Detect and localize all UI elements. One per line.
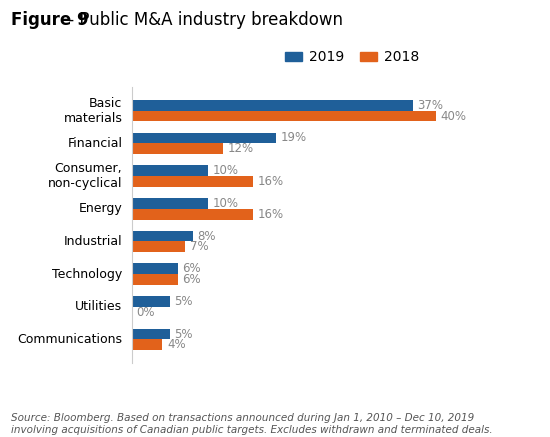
Bar: [132, 329, 170, 340]
Bar: [132, 296, 170, 307]
Text: 6%: 6%: [182, 262, 201, 275]
Legend: 2019, 2018: 2019, 2018: [279, 45, 425, 70]
Bar: [132, 274, 178, 285]
Text: 4%: 4%: [167, 338, 185, 351]
Text: 19%: 19%: [280, 132, 307, 145]
Bar: [132, 165, 208, 176]
Text: 7%: 7%: [190, 240, 208, 253]
Text: 8%: 8%: [197, 229, 216, 243]
Text: Figure 9: Figure 9: [11, 11, 89, 29]
Bar: [132, 176, 254, 187]
Text: 10%: 10%: [212, 197, 239, 210]
Text: 16%: 16%: [258, 208, 284, 221]
Text: 16%: 16%: [258, 175, 284, 188]
Text: 6%: 6%: [182, 273, 201, 286]
Text: 5%: 5%: [174, 295, 193, 308]
Bar: [132, 100, 413, 111]
Text: 12%: 12%: [228, 142, 254, 155]
Text: Source: Bloomberg. Based on transactions announced during Jan 1, 2010 – Dec 10, : Source: Bloomberg. Based on transactions…: [11, 413, 493, 435]
Bar: [132, 198, 208, 209]
Text: 5%: 5%: [174, 327, 193, 340]
Bar: [132, 241, 185, 252]
Bar: [132, 263, 178, 274]
Bar: [132, 111, 436, 121]
Bar: [132, 132, 276, 143]
Bar: [132, 209, 254, 219]
Text: 40%: 40%: [440, 110, 466, 123]
Bar: [132, 231, 192, 241]
Text: 37%: 37%: [417, 99, 443, 112]
Text: - Public M&A industry breakdown: - Public M&A industry breakdown: [63, 11, 343, 29]
Bar: [132, 143, 223, 154]
Text: 10%: 10%: [212, 164, 239, 177]
Bar: [132, 340, 162, 350]
Text: 0%: 0%: [136, 305, 155, 319]
